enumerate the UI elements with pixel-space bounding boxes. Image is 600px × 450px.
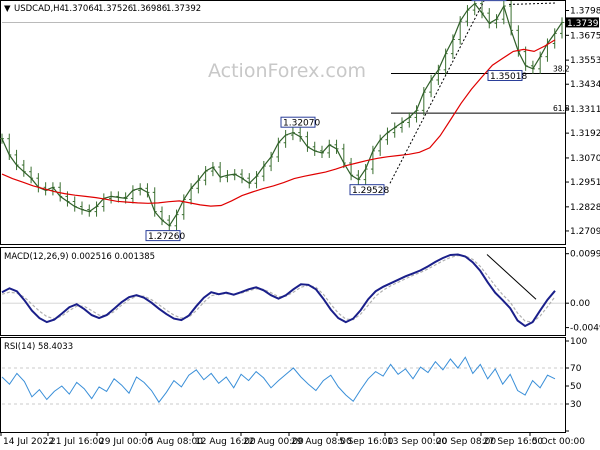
macd-tick-label: 0.00 <box>570 299 590 309</box>
price-tick-label: 1.27095 <box>570 227 600 237</box>
annotation-box <box>471 0 507 2</box>
ohlc-close: 1.37392 <box>166 4 201 14</box>
chart-title: USDCAD,H4 <box>14 4 65 14</box>
price-tick-label: 1.33115 <box>570 105 600 115</box>
x-tick-label: 20 Sep 08:00 <box>436 437 496 447</box>
price-tick-label: 1.37980 <box>570 7 600 17</box>
fib-layer: 38.2 61.8 <box>391 64 570 114</box>
watermark: ActionForex.com <box>208 60 366 82</box>
macd-trendline <box>486 254 537 300</box>
annotation-label: 1.35018 <box>490 72 527 82</box>
sma55-line <box>1 39 556 207</box>
price-series-layer <box>0 0 564 231</box>
x-tick-label: 5 Aug 08:00 <box>148 437 203 447</box>
rsi-line <box>1 356 556 404</box>
annotation-box <box>145 230 181 242</box>
annotation-box <box>487 69 523 81</box>
macd-tick-label: -0.004912 <box>570 324 600 334</box>
annotation-layer: 1.27260 1.32070 1.29528 1.38320 1.35018 <box>145 0 527 242</box>
ohlc-open: 1.37064 <box>64 4 99 14</box>
rsi-tick-label: 100 <box>570 337 587 347</box>
rsi-panel-frame <box>0 337 566 433</box>
macd-tick-label: 0.009956 <box>570 250 600 260</box>
rsi-tick-label: 50 <box>570 382 582 392</box>
grid-layer <box>2 22 565 405</box>
x-tick-label: 27 Sep 16:00 <box>483 437 543 447</box>
price-tick-label: 1.29510 <box>570 178 600 188</box>
x-tick-label: 12 Aug 16:00 <box>195 437 256 447</box>
x-tick-label: 29 Jul 00:00 <box>99 437 153 447</box>
annotation-label: 1.29528 <box>352 186 389 196</box>
macd-header: MACD(12,26,9) 0.002516 0.001385 <box>4 252 155 262</box>
rsi-tick-label: 30 <box>570 400 582 410</box>
price-series-line <box>1 2 563 227</box>
x-tick-label: 14 Jul 2022 <box>3 437 54 447</box>
current-price-tag <box>566 17 599 28</box>
price-tick-label: 1.28285 <box>570 203 600 213</box>
price-header-arrow: ▼ <box>4 4 11 14</box>
macd-layer <box>1 253 556 328</box>
price-tick-label: 1.35530 <box>570 56 600 66</box>
price-tick-label: 1.30700 <box>570 154 600 164</box>
fib-level-label: 61.8 <box>553 104 570 113</box>
x-tick-label: 5 Sep 16:00 <box>339 437 394 447</box>
x-tick-label: 5 Oct 00:00 <box>532 437 585 447</box>
ohlc-low: 1.36986 <box>132 4 167 14</box>
annotation-box <box>280 116 316 128</box>
annotation-box <box>349 184 385 196</box>
rsi-layer <box>1 356 556 404</box>
fib-level-label: 38.2 <box>553 64 570 73</box>
rsi-tick-label: 70 <box>570 364 582 374</box>
annotation-label: 1.32070 <box>283 119 320 129</box>
macd-line <box>1 253 556 328</box>
x-tick-label: 29 Aug 08:00 <box>291 437 352 447</box>
rsi-header: RSI(14) 58.4033 <box>4 342 73 352</box>
x-tick-label: 13 Sep 00:00 <box>387 437 447 447</box>
price-tick-label: 1.36755 <box>570 31 600 41</box>
price-tick-label: 1.34340 <box>570 80 600 90</box>
price-tick-label: 1.31925 <box>570 129 600 139</box>
current-price-label: 1.37392 <box>567 19 600 29</box>
x-tick-label: 21 Jul 16:00 <box>50 437 104 447</box>
annotation-label: 1.38320 <box>474 0 511 2</box>
ohlc-high: 1.37526 <box>98 4 133 14</box>
annotation-label: 1.27260 <box>148 232 185 242</box>
x-tick-label: 22 Aug 00:00 <box>243 437 304 447</box>
